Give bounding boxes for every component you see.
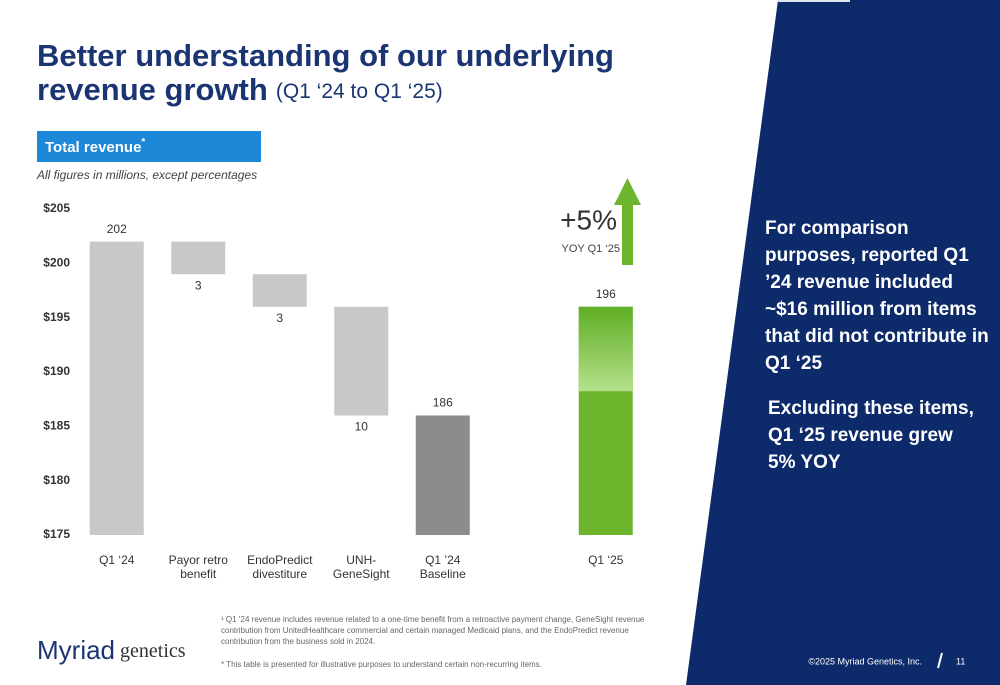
title-suffix: (Q1 ‘24 to Q1 ‘25) [276, 80, 443, 103]
bar [171, 241, 226, 275]
title: Better understanding of our underlying [37, 38, 614, 73]
section-label-marker: * [141, 137, 145, 148]
annotation: +5% [560, 204, 617, 235]
x-tick-label: UNH-GeneSight [333, 553, 390, 581]
panel-text: ~$16 million from items [765, 299, 977, 320]
panel-text-bold: 5% YOY [768, 452, 841, 473]
value-label: 196 [596, 287, 616, 301]
copyright: ©2025 Myriad Genetics, Inc. [808, 656, 922, 666]
page-number: 11 [956, 656, 965, 666]
value-label: 186 [433, 396, 453, 410]
footnote: * This table is presented for illustrati… [221, 660, 542, 669]
footnote: contribution from the business sold in 2… [221, 637, 375, 646]
bar-highlight [578, 306, 633, 392]
bar [415, 415, 470, 535]
footnote: contribution from UnitedHealthcare comme… [221, 626, 629, 635]
value-label: 3 [195, 278, 202, 292]
value-label: 10 [355, 420, 369, 434]
footnote: ¹ Q1 ’24 revenue includes revenue relate… [221, 615, 645, 624]
bar [334, 306, 389, 416]
panel-text-bold: Q1 ‘25 revenue grew [768, 425, 953, 446]
y-tick-label: $180 [43, 473, 70, 487]
bar [89, 241, 144, 535]
panel-text: Excluding these items, [768, 398, 974, 419]
x-tick-label: Q1 ‘25 [588, 553, 624, 567]
growth-arrow [614, 178, 641, 265]
side-panel [686, 0, 1000, 685]
x-tick-label: EndoPredict divestiture [247, 553, 313, 581]
panel-text: Q1 ‘25 [765, 353, 822, 374]
y-tick-label: $205 [43, 201, 70, 215]
value-label: 202 [107, 222, 127, 236]
logo: Myriad genetics [37, 635, 186, 665]
title: revenue growth [37, 72, 268, 107]
panel-text: ’24 revenue included [765, 272, 953, 293]
value-label: 3 [276, 311, 283, 325]
annotation-sub: YOY Q1 ‘25 [562, 243, 621, 255]
x-tick-label: Q1 ’24 Baseline [420, 553, 466, 581]
section-label: Total revenue [45, 139, 141, 156]
bar [252, 274, 307, 307]
title: revenue growth (Q1 ‘24 to Q1 ‘25) [37, 72, 443, 107]
y-tick-label: $195 [43, 310, 70, 324]
subtitle: All figures in millions, except percenta… [36, 168, 257, 182]
divider [937, 652, 943, 669]
y-tick-label: $190 [43, 364, 70, 378]
section-label-box [37, 131, 261, 162]
y-tick-label: $175 [43, 527, 70, 541]
panel-text: For comparison [765, 218, 909, 239]
x-tick-label: Q1 ‘24 [99, 553, 135, 567]
logo-sub: genetics [120, 640, 186, 662]
panel-text: purposes, reported Q1 [765, 245, 969, 266]
logo-main: Myriad [37, 635, 115, 665]
y-tick-label: $200 [43, 256, 70, 270]
x-tick-label: Payor retro benefit [169, 553, 229, 581]
section-label: Total revenue* [45, 137, 145, 156]
panel-text: that did not contribute in [765, 326, 989, 347]
y-tick-label: $185 [43, 419, 70, 433]
